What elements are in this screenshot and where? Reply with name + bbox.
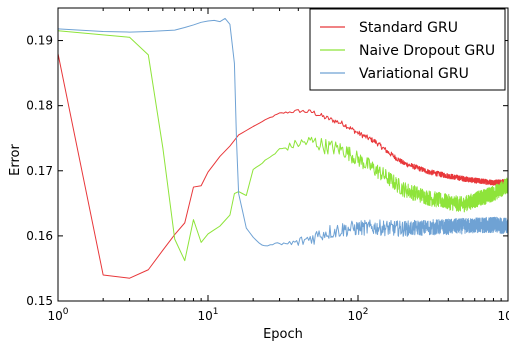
x-tick-label: 103 [497, 307, 509, 323]
x-tick-exponent: 1 [213, 307, 219, 317]
axis-ticks: 0.150.160.170.180.19100101102103 [26, 8, 509, 323]
y-tick-label: 0.15 [26, 294, 53, 308]
y-tick-label: 0.18 [26, 99, 53, 113]
x-tick-exponent: 2 [363, 307, 369, 317]
y-tick-label: 0.16 [26, 229, 53, 243]
x-axis-label: Epoch [263, 327, 303, 341]
legend-label: Variational GRU [359, 66, 469, 82]
series-line-2 [58, 17, 508, 247]
legend-label: Naive Dropout GRU [359, 43, 495, 59]
y-tick-label: 0.17 [26, 164, 53, 178]
series-line-1 [58, 30, 508, 262]
y-axis-label: Error [8, 144, 23, 176]
legend: Standard GRU Naive Dropout GRU Variational… [309, 8, 506, 91]
series-layer [58, 17, 508, 279]
legend-label: Standard GRU [359, 20, 458, 36]
x-tick-exponent: 0 [63, 307, 69, 317]
series-line-0 [58, 53, 508, 279]
y-tick-label: 0.19 [26, 34, 53, 48]
plot-frame [57, 7, 509, 302]
